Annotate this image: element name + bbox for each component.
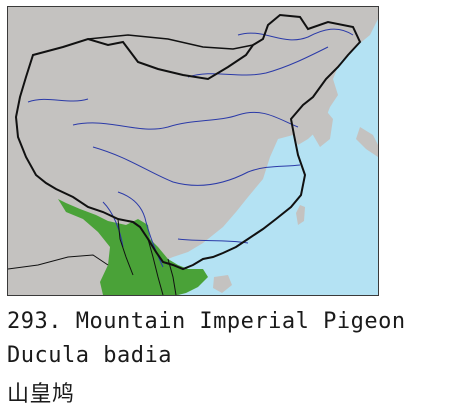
land-korea — [306, 107, 333, 147]
land-taiwan — [296, 205, 305, 225]
species-title: 293. Mountain Imperial Pigeon — [7, 309, 406, 334]
chinese-name: 山皇鸠 — [7, 382, 75, 407]
scientific-name: Ducula badia — [7, 343, 172, 368]
mongolia-border — [87, 34, 254, 50]
range-area — [58, 199, 208, 295]
china-border — [14, 13, 362, 271]
range-map — [7, 6, 379, 296]
river-tarim — [27, 98, 89, 103]
land-japan — [356, 127, 378, 157]
river-pearl — [177, 238, 249, 244]
map-canvas — [8, 7, 378, 295]
country-borders — [8, 218, 177, 295]
river-upper-2 — [102, 201, 124, 248]
river-yellow — [72, 111, 299, 130]
river-amur — [237, 28, 354, 41]
river-yangtze — [92, 146, 301, 186]
river-north — [187, 46, 329, 78]
land-hainan — [213, 275, 232, 293]
